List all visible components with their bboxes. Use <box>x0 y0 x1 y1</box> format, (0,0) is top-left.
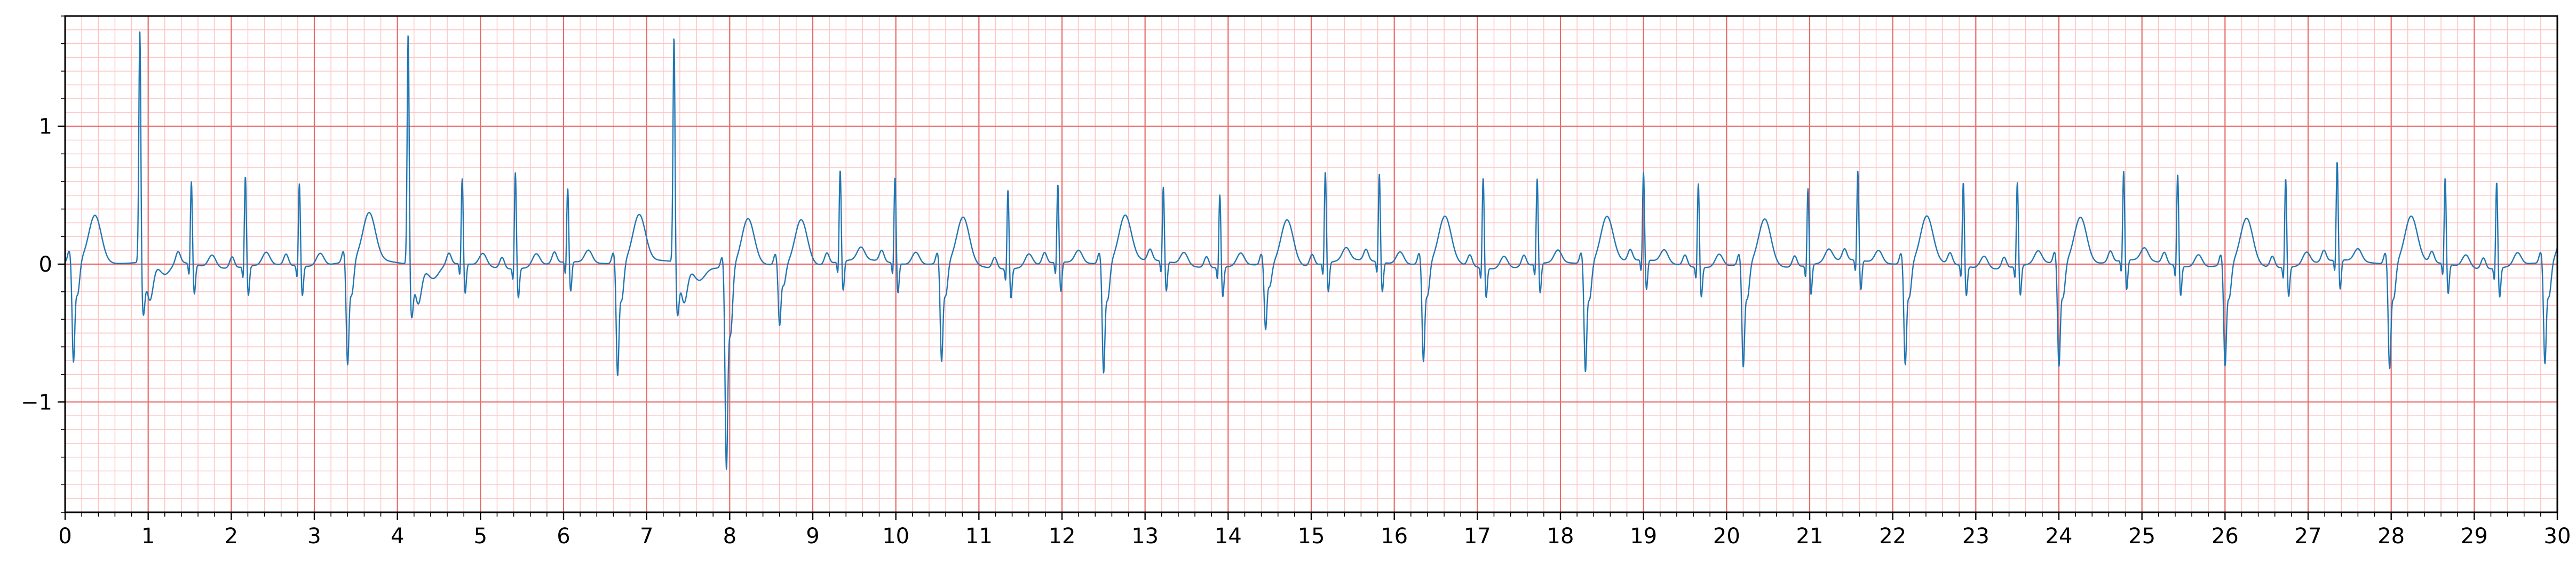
x-tick-label: 29 <box>2461 524 2488 549</box>
x-tick-label: 6 <box>557 524 570 549</box>
y-axis: −1 0 1 <box>21 15 65 513</box>
x-tick-label: 22 <box>1879 524 1906 549</box>
x-tick-label: 2 <box>225 524 238 549</box>
x-tick-label: 24 <box>2046 524 2073 549</box>
x-tick-label: 16 <box>1381 524 1408 549</box>
x-tick-label: 21 <box>1796 524 1824 549</box>
y-tick-label: −1 <box>21 390 52 415</box>
y-tick-label: 1 <box>39 115 52 139</box>
x-tick-label: 14 <box>1215 524 1242 549</box>
x-tick-label: 0 <box>58 524 72 549</box>
x-tick-label: 7 <box>640 524 653 549</box>
x-tick-label: 30 <box>2544 524 2571 549</box>
x-tick-label: 9 <box>806 524 819 549</box>
x-tick-label: 13 <box>1131 524 1159 549</box>
x-tick-label: 23 <box>1962 524 1990 549</box>
x-tick-label: 25 <box>2128 524 2155 549</box>
x-tick-label: 27 <box>2295 524 2322 549</box>
x-tick-label: 20 <box>1713 524 1740 549</box>
x-tick-label: 19 <box>1630 524 1657 549</box>
x-tick-label: 11 <box>965 524 993 549</box>
x-axis: 0 1 2 3 4 5 6 7 8 9 10 11 12 13 14 15 16 17 18 19 20 21 22 23 24… <box>58 512 2571 549</box>
x-tick-label: 4 <box>391 524 404 549</box>
x-tick-label: 17 <box>1464 524 1491 549</box>
x-tick-label: 15 <box>1298 524 1325 549</box>
x-tick-label: 12 <box>1049 524 1076 549</box>
x-tick-label: 3 <box>307 524 321 549</box>
x-tick-label: 1 <box>141 524 155 549</box>
y-tick-label: 0 <box>39 252 52 277</box>
x-tick-label: 8 <box>723 524 736 549</box>
x-tick-label: 5 <box>474 524 487 549</box>
x-tick-label: 26 <box>2212 524 2239 549</box>
x-tick-label: 28 <box>2377 524 2405 549</box>
ecg-trace-line <box>65 31 2558 470</box>
x-tick-label: 10 <box>882 524 909 549</box>
x-tick-label: 18 <box>1547 524 1574 549</box>
